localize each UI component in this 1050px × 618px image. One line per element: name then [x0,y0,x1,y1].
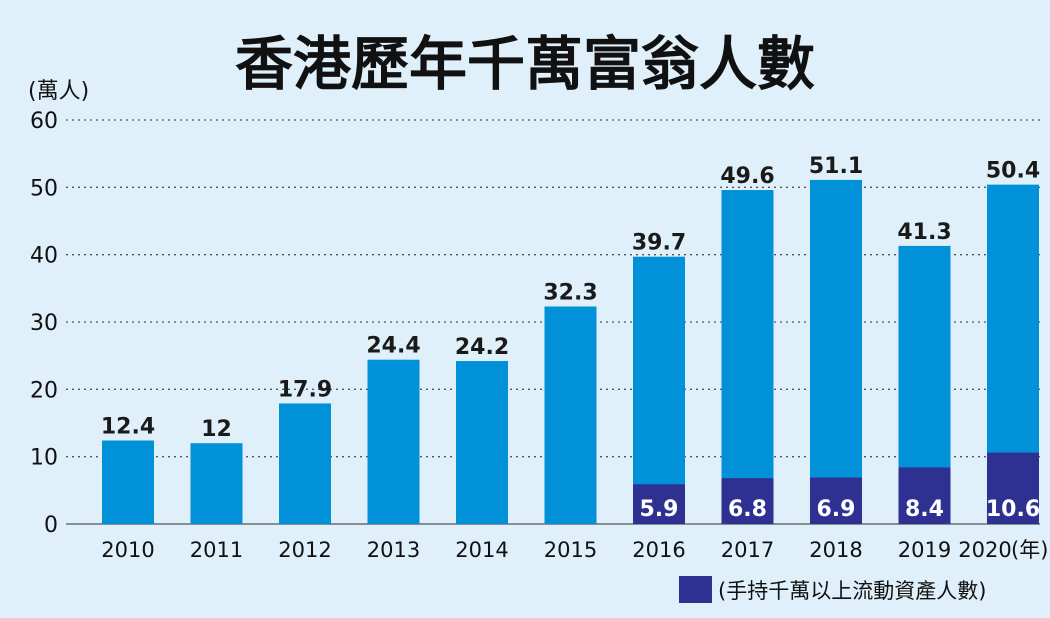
x-tick-label: 2017 [721,538,774,562]
x-tick-label: 2019 [898,538,951,562]
y-tick-label: 20 [30,378,58,403]
bar-total [279,403,331,524]
bar-total [544,306,597,524]
bar-total [810,179,862,524]
x-tick-label: 2018 [809,538,862,562]
x-tick-label: 2010 [101,538,154,562]
y-tick-label: 30 [30,311,58,336]
bar-total [456,361,508,524]
chart-title: 香港歷年千萬富翁人數 [235,30,815,98]
bar-total [721,190,774,524]
data-label-total: 12.4 [101,415,155,440]
data-label-liquid-assets: 10.6 [986,497,1040,522]
y-tick-label: 10 [30,446,58,471]
y-tick-label: 50 [30,176,58,201]
x-tick-label: 2015 [544,538,597,562]
legend-swatch [679,576,712,603]
data-label-total: 49.6 [720,164,774,189]
y-tick-label: 60 [30,109,58,134]
bar-segment-liquid-assets [987,452,1039,524]
y-tick-label: 0 [44,513,58,538]
data-label-total: 32.3 [543,281,597,306]
x-axis-unit-label: (年) [1011,538,1048,562]
data-label-total: 39.7 [632,231,686,256]
data-label-total: 41.3 [897,220,951,245]
bar-segment-liquid-assets [633,484,685,524]
bars [102,179,1039,524]
y-axis-unit-label: (萬人) [28,79,89,104]
x-tick-label: 2013 [367,538,420,562]
bar-total [190,443,243,524]
bar-segment-liquid-assets [721,478,774,524]
data-label-liquid-assets: 8.4 [905,497,944,522]
bar-total [102,440,154,524]
bar-total [633,256,685,524]
bar-segment-liquid-assets [810,477,862,524]
data-label-total: 17.9 [278,377,332,402]
data-label-total: 51.1 [809,154,863,179]
data-label-total: 24.4 [366,334,420,359]
data-label-total: 50.4 [986,159,1040,184]
x-tick-label: 2020 [958,538,1011,562]
data-label-total: 24.2 [455,335,509,360]
data-label-total: 12 [201,417,232,442]
legend: (手持千萬以上流動資產人數) [679,576,986,603]
bar-total [367,359,420,524]
x-tick-label: 2011 [190,538,243,562]
y-tick-label: 40 [30,244,58,269]
x-axis-ticks: 2010 2011 2012 2013 2014 2015 2016 2017 2018 2019… [101,538,1048,562]
x-tick-label: 2016 [632,538,685,562]
legend-label: (手持千萬以上流動資產人數) [718,579,986,603]
x-tick-label: 2012 [278,538,331,562]
data-labels: 12.4 12 17.9 24.4 24.2 32.3 39.7 5.9 49.6 6.8 51.1… [101,154,1040,522]
x-tick-label: 2014 [455,538,508,562]
bar-segment-liquid-assets [898,467,951,524]
data-label-liquid-assets: 6.8 [728,497,767,522]
data-label-liquid-assets: 6.9 [817,497,856,522]
gridlines: 0 10 20 30 40 50 60 [30,109,1040,538]
data-label-liquid-assets: 5.9 [640,497,679,522]
